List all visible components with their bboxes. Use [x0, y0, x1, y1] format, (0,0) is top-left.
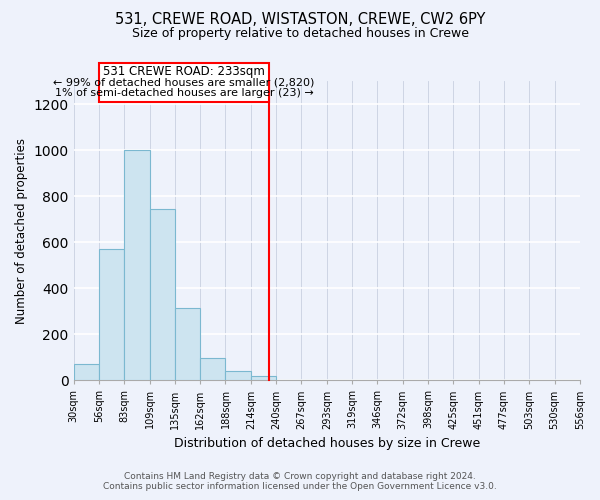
Bar	[149, 209, 175, 380]
Text: 531 CREWE ROAD: 233sqm: 531 CREWE ROAD: 233sqm	[103, 65, 265, 78]
Bar	[175, 308, 200, 380]
Bar	[200, 358, 226, 380]
Text: ← 99% of detached houses are smaller (2,820): ← 99% of detached houses are smaller (2,…	[53, 78, 315, 88]
Text: Size of property relative to detached houses in Crewe: Size of property relative to detached ho…	[131, 28, 469, 40]
Bar	[226, 370, 251, 380]
FancyBboxPatch shape	[99, 63, 269, 102]
Text: 1% of semi-detached houses are larger (23) →: 1% of semi-detached houses are larger (2…	[55, 88, 313, 99]
Bar	[74, 364, 99, 380]
Text: Contains HM Land Registry data © Crown copyright and database right 2024.
Contai: Contains HM Land Registry data © Crown c…	[103, 472, 497, 491]
Bar	[99, 249, 124, 380]
Bar	[251, 376, 276, 380]
Bar	[124, 150, 149, 380]
Text: 531, CREWE ROAD, WISTASTON, CREWE, CW2 6PY: 531, CREWE ROAD, WISTASTON, CREWE, CW2 6…	[115, 12, 485, 28]
Y-axis label: Number of detached properties: Number of detached properties	[15, 138, 28, 324]
X-axis label: Distribution of detached houses by size in Crewe: Distribution of detached houses by size …	[173, 437, 480, 450]
